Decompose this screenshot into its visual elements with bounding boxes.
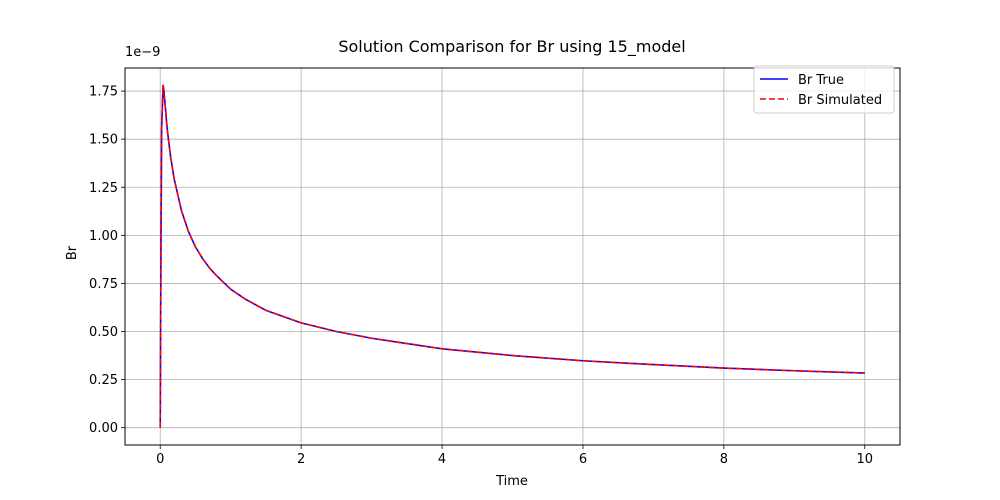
y-tick-label: 0.25: [89, 373, 118, 388]
y-axis-label: Br: [65, 245, 80, 260]
plot-area: [125, 68, 900, 445]
legend-label-br-simulated: Br Simulated: [798, 93, 882, 108]
plot-frame: [124, 67, 901, 446]
y-axis-offset-label: 1e−9: [125, 45, 160, 60]
chart-title: Solution Comparison for Br using 15_mode…: [338, 37, 685, 57]
legend-box: [753, 65, 895, 114]
series-layer: [159, 84, 865, 428]
legend: Br True Br Simulated: [753, 65, 895, 114]
series-line-br-simulated: [159, 84, 865, 428]
x-axis-label: Time: [495, 474, 528, 489]
x-tick-label: 4: [438, 452, 446, 467]
x-tick-label: 2: [297, 452, 305, 467]
y-tick-label: 0.50: [89, 325, 118, 340]
x-tick-label: 0: [156, 452, 164, 467]
y-tick-label: 1.50: [89, 133, 118, 148]
y-tick-label: 1.75: [89, 85, 118, 100]
x-tick-label: 10: [856, 452, 873, 467]
y-axis: 0.00 0.25 0.50 0.75 1.00 1.25 1.50 1.75: [89, 85, 125, 436]
y-tick-label: 1.25: [89, 181, 118, 196]
legend-label-br-true: Br True: [798, 73, 844, 88]
y-tick-label: 1.00: [89, 229, 118, 244]
y-tick-label: 0.75: [89, 277, 118, 292]
y-tick-label: 0.00: [89, 421, 118, 436]
x-tick-label: 6: [579, 452, 587, 467]
x-axis: 0 2 4 6 8 10: [156, 445, 873, 467]
grid: [125, 68, 900, 445]
x-tick-label: 8: [720, 452, 728, 467]
